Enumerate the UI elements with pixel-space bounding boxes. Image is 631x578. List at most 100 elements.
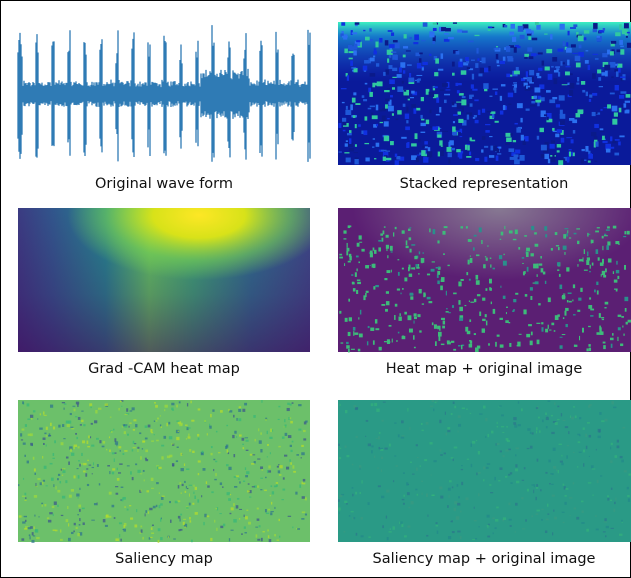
texture [442, 326, 445, 329]
texture [209, 426, 211, 429]
texture [203, 522, 204, 525]
texture [583, 427, 585, 429]
texture [551, 66, 554, 68]
texture [554, 78, 558, 84]
texture [597, 69, 601, 73]
texture [145, 450, 148, 453]
texture [596, 529, 599, 531]
texture [509, 519, 512, 521]
texture [419, 58, 421, 62]
texture [242, 409, 245, 412]
texture [562, 334, 566, 335]
texture [290, 462, 292, 465]
texture [614, 112, 618, 116]
texture [418, 264, 419, 267]
texture [485, 124, 490, 125]
texture [457, 531, 460, 533]
texture [573, 406, 575, 408]
texture [443, 146, 448, 147]
texture [183, 519, 186, 520]
texture [198, 438, 200, 440]
texture [414, 347, 416, 348]
texture [34, 495, 37, 498]
texture [579, 45, 582, 49]
texture [129, 423, 131, 424]
texture [277, 466, 279, 468]
texture [349, 515, 350, 517]
texture [376, 63, 379, 67]
texture [531, 226, 534, 230]
texture [284, 455, 287, 457]
texture [460, 136, 463, 137]
texture [446, 308, 448, 309]
texture [497, 335, 500, 337]
texture [627, 495, 629, 497]
texture [58, 474, 60, 476]
texture [611, 76, 613, 78]
texture [410, 293, 414, 296]
texture [501, 84, 505, 86]
texture [270, 512, 272, 515]
texture [437, 240, 439, 243]
texture [352, 282, 355, 284]
texture [53, 529, 56, 530]
texture [481, 149, 483, 152]
texture [164, 409, 165, 411]
texture [375, 328, 379, 330]
texture [456, 51, 460, 55]
texture [62, 496, 65, 499]
texture [395, 304, 398, 307]
texture [49, 512, 52, 514]
texture [607, 498, 609, 501]
texture [437, 531, 438, 534]
texture [420, 115, 422, 119]
texture [577, 241, 579, 244]
texture [206, 481, 207, 484]
texture [536, 25, 540, 30]
texture [499, 405, 502, 406]
texture [421, 119, 424, 121]
texture [570, 83, 575, 89]
texture [466, 408, 467, 409]
texture [539, 430, 541, 432]
texture [467, 145, 470, 150]
texture [483, 330, 485, 331]
texture [348, 332, 351, 336]
texture [278, 406, 280, 407]
texture [359, 468, 360, 470]
texture [584, 270, 588, 271]
texture [479, 312, 481, 316]
texture [548, 297, 551, 302]
texture [622, 326, 623, 328]
texture [78, 505, 81, 508]
texture [133, 429, 135, 431]
texture [559, 274, 561, 277]
texture [285, 424, 287, 427]
texture [504, 25, 507, 27]
texture [44, 466, 47, 469]
texture [184, 527, 186, 528]
texture [53, 484, 54, 487]
texture [237, 498, 239, 500]
texture [422, 62, 427, 65]
texture [469, 340, 471, 342]
texture [618, 141, 621, 145]
texture [122, 425, 123, 427]
texture [305, 514, 307, 516]
texture [288, 417, 290, 420]
texture [409, 237, 412, 240]
texture [496, 60, 499, 63]
texture [474, 115, 477, 117]
texture [357, 282, 361, 284]
texture [355, 124, 357, 128]
texture [411, 501, 414, 504]
texture [513, 299, 516, 302]
texture [524, 467, 526, 469]
texture [365, 83, 368, 85]
texture [389, 341, 390, 343]
texture [611, 443, 613, 445]
texture [105, 404, 108, 407]
texture [516, 447, 519, 449]
texture [390, 246, 393, 251]
texture [404, 34, 407, 38]
